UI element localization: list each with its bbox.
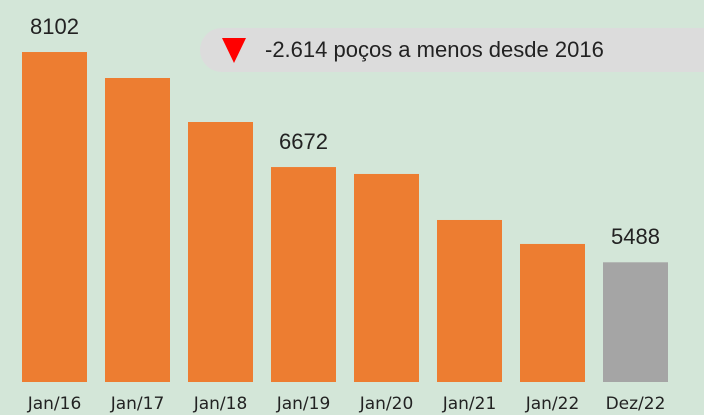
annotation: -2.614 poços a menos desde 2016 (265, 37, 604, 62)
x-tick-label: Dez/22 (606, 394, 666, 414)
down-arrow (222, 38, 246, 63)
bar (437, 219, 502, 382)
bar (354, 173, 419, 382)
annotation-box (200, 28, 704, 72)
x-tick-label: Jan/16 (27, 394, 82, 414)
x-tick-label: Jan/21 (442, 394, 497, 414)
x-tick-label: Jan/19 (276, 394, 331, 414)
x-tick-label: Jan/20 (359, 394, 414, 414)
bar (188, 122, 253, 383)
bar (520, 243, 585, 382)
bar (271, 167, 336, 382)
x-tick-label: Jan/22 (525, 394, 580, 414)
value-label: 8102 (30, 14, 79, 39)
x-tick-label: Jan/17 (110, 394, 165, 414)
value-label: 6672 (279, 129, 328, 154)
value-label: 5488 (611, 224, 660, 249)
bar (603, 262, 668, 382)
bar (105, 78, 170, 383)
x-tick-label: Jan/18 (193, 394, 248, 414)
bar (22, 52, 87, 383)
